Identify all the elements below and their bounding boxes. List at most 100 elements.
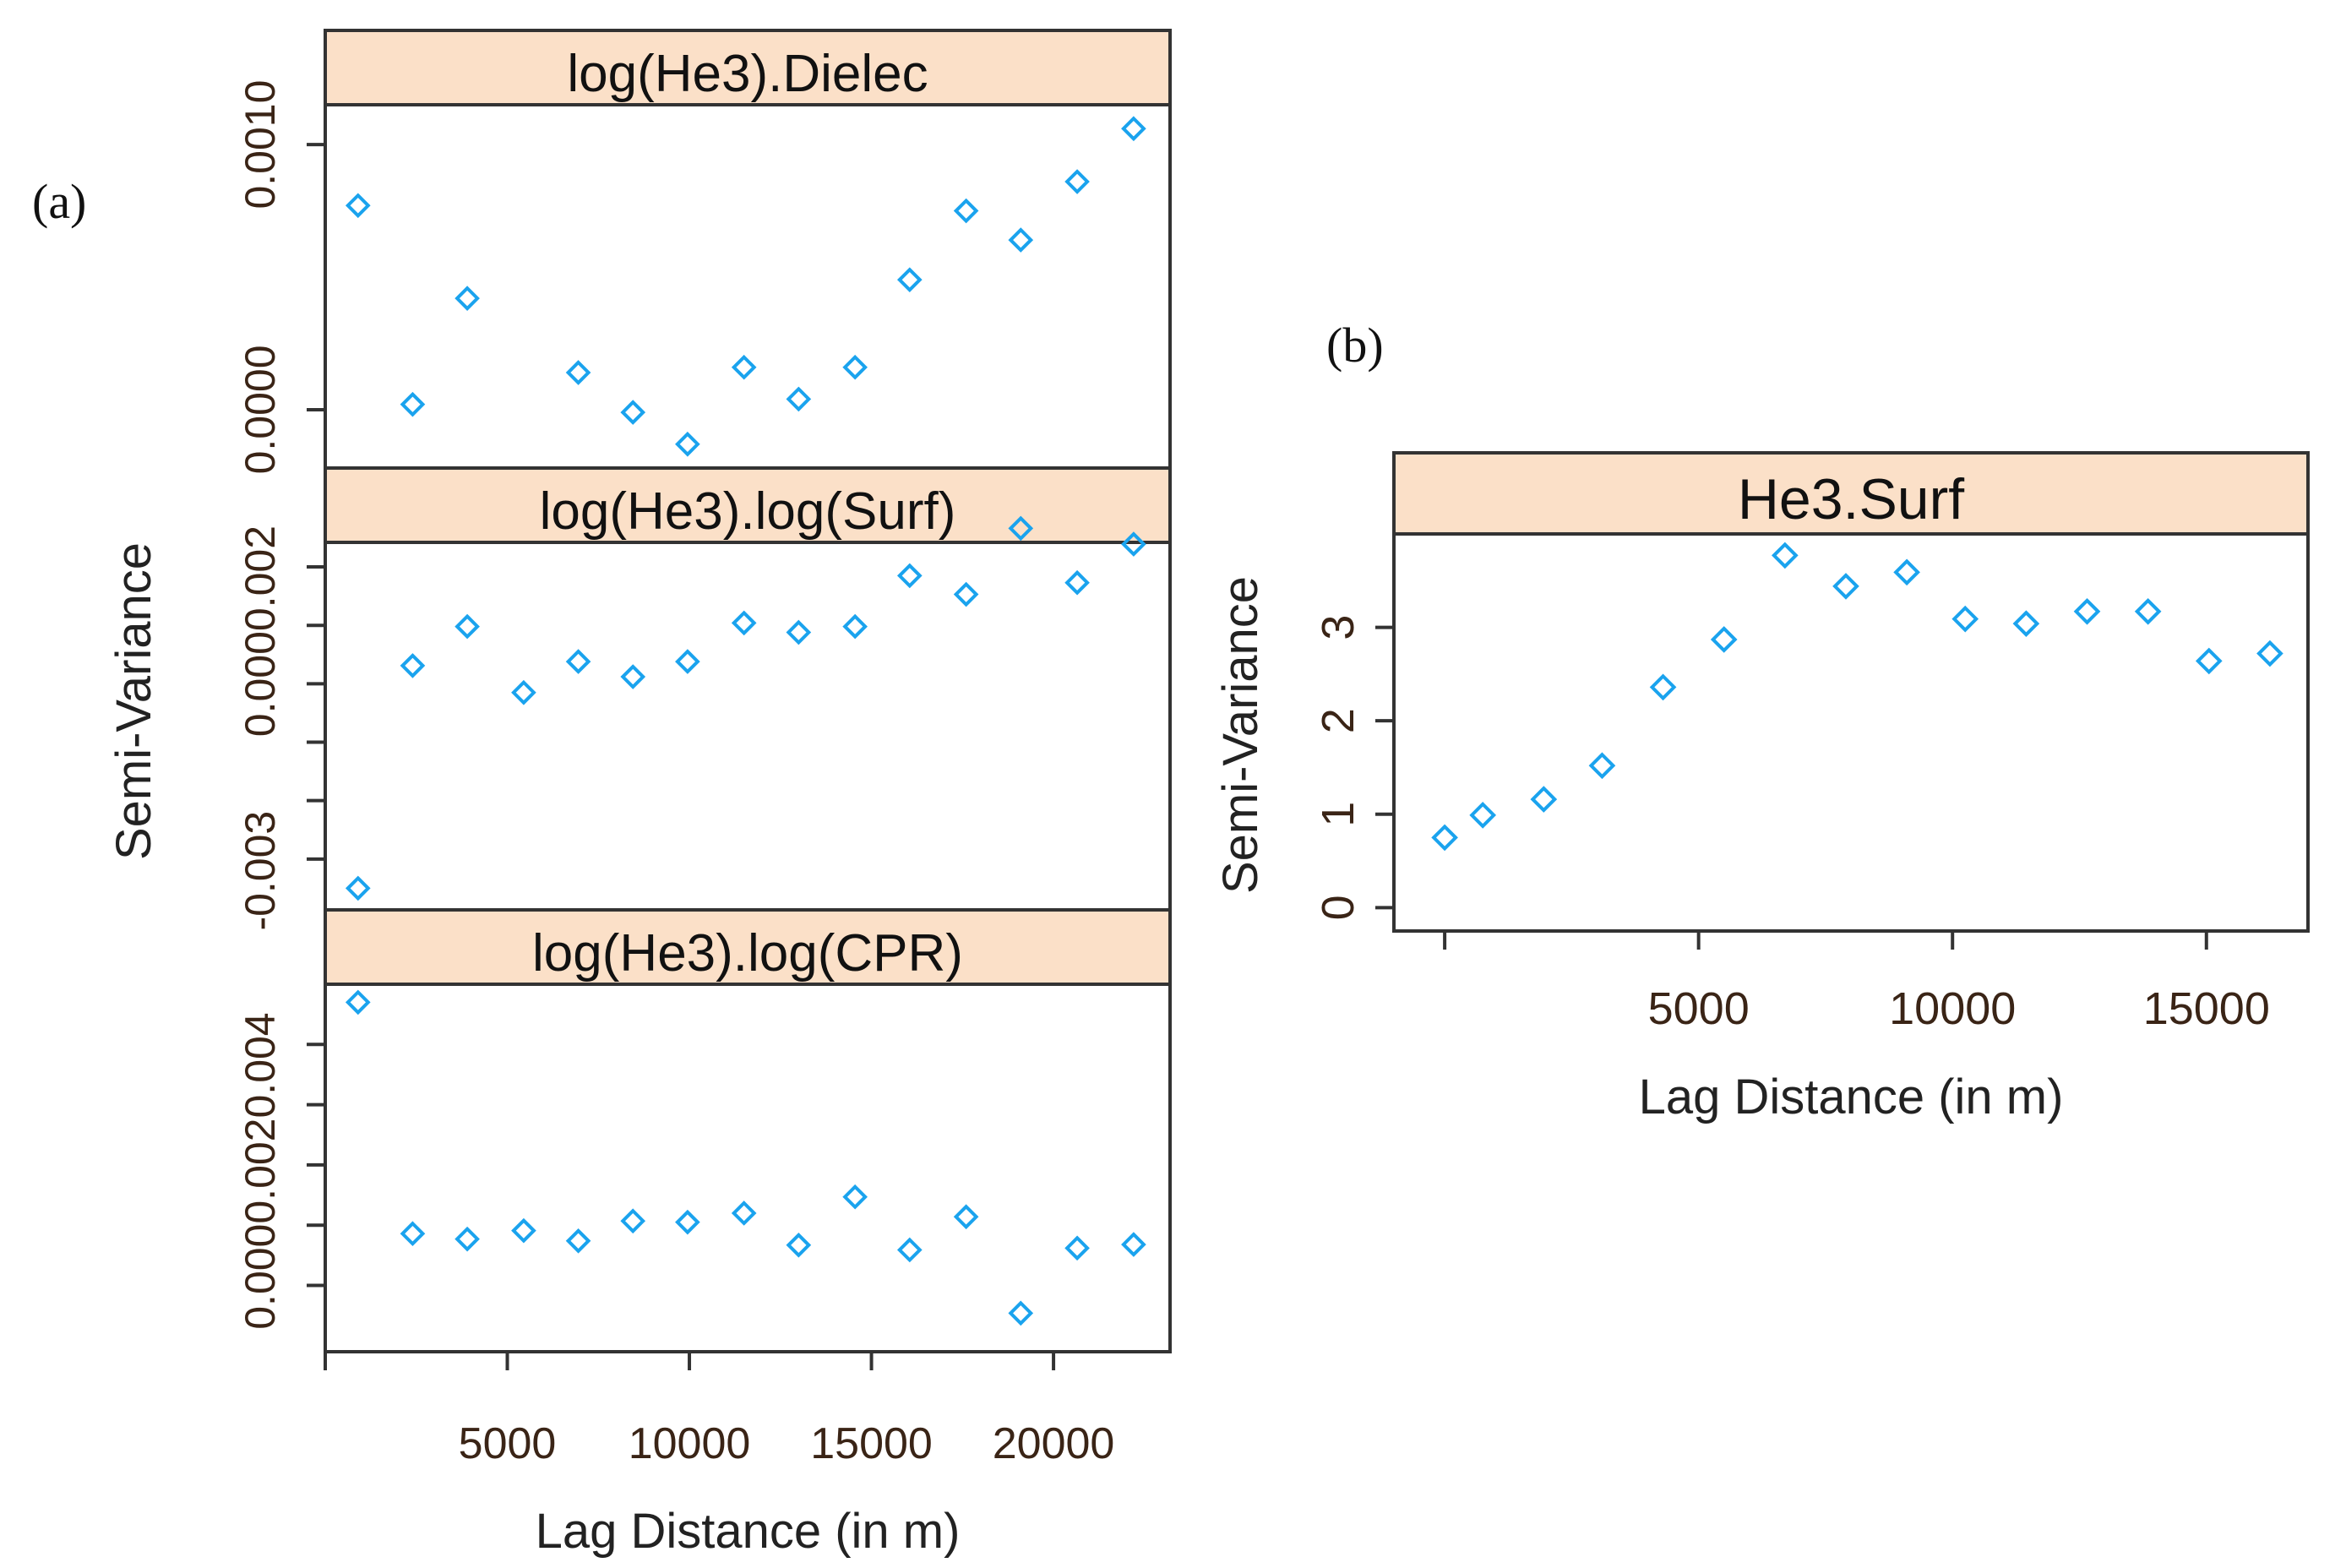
x-tick-label: 5000: [1648, 983, 1750, 1034]
strip-title-b: He3.Surf: [1738, 467, 1964, 531]
data-point: [620, 664, 646, 689]
strip-title-a3: log(He3).log(CPR): [532, 924, 963, 983]
data-point: [1064, 569, 1090, 596]
data-point: [953, 198, 979, 224]
y-axis-a2: -0.003 0.0000.002: [237, 525, 325, 931]
data-point: [675, 1209, 700, 1235]
x-axis-a: 5000 10000 15000 20000: [324, 1352, 1115, 1468]
data-point: [2012, 610, 2040, 637]
panel-label-a: (a): [32, 174, 86, 229]
data-point: [620, 400, 646, 425]
data-point: [842, 354, 868, 380]
x-axis-title-b: Lag Distance (in m): [1639, 1070, 2064, 1124]
y-tick-label: 3: [1313, 615, 1364, 640]
data-point: [953, 1204, 979, 1230]
data-point: [2073, 597, 2101, 625]
y-axis-b: 0 1 2 3: [1313, 615, 1394, 920]
data-point: [400, 391, 426, 417]
y-tick-label: 0.0000: [237, 345, 284, 474]
data-point: [1121, 531, 1146, 557]
plot-frame-a1: [324, 103, 1172, 470]
strip-title-a1: log(He3).Dielec: [567, 45, 928, 103]
data-point: [1710, 626, 1738, 653]
data-point: [786, 1232, 812, 1258]
data-point: [675, 649, 700, 674]
data-point: [2256, 640, 2283, 667]
chart-a: log(He3).Dielec 0.0000 0.0010 log(He3).lo…: [106, 29, 1172, 1559]
data-point: [2134, 597, 2162, 625]
strip-a1: [324, 29, 1172, 106]
data-point: [675, 431, 700, 457]
y-tick-label: 0: [1313, 895, 1364, 920]
data-point: [400, 1221, 426, 1247]
data-point: [345, 193, 371, 219]
plot-frame-a2: [324, 541, 1172, 912]
chart-b: He3.Surf 0 1 2 3 5000 10000 15000 Lag Distanc…: [1213, 451, 2310, 1124]
data-point: [842, 613, 868, 640]
plot-frame-b: [1392, 532, 2310, 933]
data-point: [1951, 605, 1979, 633]
data-point: [896, 267, 923, 292]
points-a1: [345, 116, 1146, 515]
data-point: [511, 1217, 536, 1244]
data-point: [896, 563, 923, 589]
data-point: [1893, 558, 1920, 586]
data-point: [1431, 824, 1458, 852]
y-tick-label: 0.0010: [237, 80, 284, 210]
data-point: [1530, 786, 1558, 813]
data-point: [2195, 647, 2223, 675]
data-point: [786, 619, 812, 645]
data-point: [731, 610, 757, 636]
data-point: [842, 1184, 868, 1210]
strip-a3: [324, 908, 1172, 986]
data-point: [345, 875, 371, 901]
data-point: [1469, 802, 1497, 829]
data-point: [620, 1208, 646, 1234]
data-point: [1008, 1300, 1034, 1326]
y-tick-label: 0.0000.002: [237, 525, 284, 737]
strip-b: [1392, 451, 2310, 536]
plot-frame-a3: [324, 983, 1172, 1353]
data-point: [1064, 169, 1090, 194]
y-axis-a1: 0.0000 0.0010: [237, 80, 325, 474]
data-point: [565, 649, 591, 674]
data-point: [565, 1228, 591, 1254]
y-tick-label: -0.003: [237, 811, 284, 931]
data-point: [731, 354, 757, 380]
data-point: [455, 1226, 480, 1252]
x-tick-label: 15000: [2143, 983, 2270, 1034]
x-axis-title-a: Lag Distance (in m): [536, 1504, 961, 1559]
x-tick-label: 5000: [459, 1419, 557, 1468]
points-a2: [345, 515, 1146, 901]
data-point: [896, 1237, 923, 1263]
data-point: [565, 360, 591, 385]
data-point: [511, 679, 536, 705]
points-b: [1431, 542, 2283, 852]
panel-label-b: (b): [1326, 318, 1384, 373]
data-point: [786, 386, 812, 412]
x-tick-label: 10000: [629, 1419, 751, 1468]
data-point: [455, 286, 480, 311]
data-point: [1588, 752, 1616, 780]
data-point: [400, 653, 426, 678]
data-point: [1008, 515, 1034, 542]
y-axis-a3: 0.0000.0020.004: [237, 1012, 325, 1330]
data-point: [1121, 116, 1146, 142]
y-tick-label: 0.0000.0020.004: [237, 1012, 284, 1329]
strip-title-a2: log(He3).log(Surf): [540, 482, 956, 541]
data-point: [1008, 227, 1034, 253]
x-axis-b: 5000 10000 15000: [1443, 931, 2270, 1034]
data-point: [1832, 573, 1859, 600]
data-point: [455, 613, 480, 640]
y-axis-title-b: Semi-Variance: [1213, 576, 1268, 894]
data-point: [345, 989, 371, 1015]
data-point: [1772, 542, 1799, 569]
data-point: [1649, 673, 1677, 701]
data-point: [1121, 1232, 1146, 1257]
y-axis-title-a: Semi-Variance: [106, 542, 161, 860]
points-a3: [345, 989, 1146, 1326]
y-tick-label: 1: [1313, 802, 1364, 827]
x-tick-label: 20000: [993, 1419, 1115, 1468]
y-tick-label: 2: [1313, 708, 1364, 733]
